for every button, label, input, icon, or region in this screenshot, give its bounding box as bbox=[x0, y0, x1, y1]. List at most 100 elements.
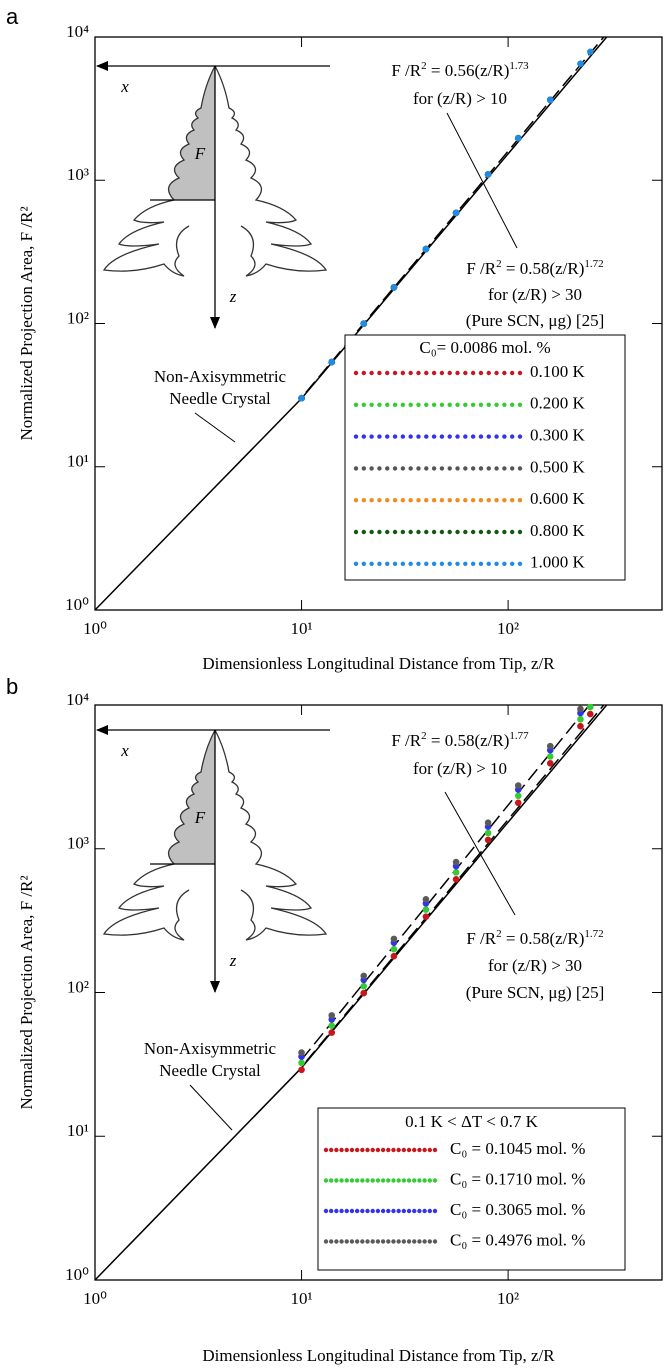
legend-swatch bbox=[416, 370, 421, 376]
legend-swatch bbox=[455, 434, 460, 439]
legend-swatch bbox=[353, 498, 359, 503]
data-point bbox=[484, 171, 492, 178]
data-point bbox=[452, 858, 460, 866]
x-tick-label: 10⁰ bbox=[83, 619, 107, 638]
legend-swatch bbox=[360, 1147, 365, 1153]
data-point bbox=[298, 1059, 305, 1067]
legend-swatch bbox=[408, 370, 413, 376]
legend-swatch bbox=[353, 529, 359, 535]
legend-swatch bbox=[391, 1208, 396, 1214]
legend-swatch bbox=[502, 434, 507, 439]
legend-swatch bbox=[470, 434, 476, 439]
legend-swatch bbox=[455, 498, 460, 503]
legend-swatch bbox=[486, 529, 491, 535]
legend-label: 0.500 K bbox=[530, 457, 586, 476]
legend-swatch bbox=[377, 529, 382, 535]
legend-swatch bbox=[408, 561, 413, 566]
legend-swatch bbox=[370, 1178, 375, 1183]
legend-swatch bbox=[400, 466, 406, 471]
legend-swatch bbox=[380, 1208, 386, 1214]
legend-swatch bbox=[463, 370, 468, 376]
legend-swatch bbox=[401, 1147, 407, 1153]
legend-swatch bbox=[377, 466, 382, 471]
annotation-part: for (z/R) > 30 bbox=[488, 956, 582, 975]
annotation-part: 1.72 bbox=[584, 258, 603, 270]
legend-swatch bbox=[377, 498, 382, 503]
legend-swatch bbox=[353, 402, 359, 407]
legend-swatch bbox=[406, 1239, 412, 1244]
legend-swatch bbox=[323, 1239, 329, 1244]
legend-swatch bbox=[439, 529, 445, 535]
legend-swatch bbox=[494, 529, 499, 535]
legend-swatch bbox=[375, 1239, 381, 1244]
annotation-part: F /R bbox=[391, 731, 421, 750]
x-tick-label: 10¹ bbox=[290, 619, 312, 638]
legend-swatch bbox=[455, 402, 460, 407]
legend-swatch bbox=[517, 370, 523, 376]
legend-swatch bbox=[432, 1147, 438, 1153]
legend-swatch bbox=[385, 434, 390, 439]
legend-swatch bbox=[392, 370, 398, 376]
data-point bbox=[360, 320, 368, 327]
annotation-part: Non-Axisymmetric bbox=[144, 1039, 277, 1058]
legend-swatch bbox=[502, 466, 507, 471]
legend-swatch bbox=[396, 1147, 401, 1153]
data-point bbox=[514, 134, 522, 142]
legend-swatch bbox=[391, 1178, 396, 1183]
legend-swatch bbox=[370, 1147, 375, 1153]
legend-swatch bbox=[417, 1239, 422, 1244]
dendrite-sketch bbox=[97, 730, 330, 992]
legend-swatch bbox=[360, 1208, 365, 1214]
legend-swatch bbox=[349, 1178, 355, 1183]
legend-swatch bbox=[400, 434, 406, 439]
legend-swatch bbox=[431, 434, 437, 439]
legend-swatch bbox=[486, 434, 491, 439]
data-point bbox=[586, 710, 594, 718]
legend-swatch bbox=[401, 1178, 407, 1183]
legend-swatch bbox=[494, 370, 499, 376]
annotation: F /R2 = 0.58(z/R)1.77 bbox=[391, 730, 529, 750]
legend-swatch bbox=[439, 370, 445, 376]
annotation: (Pure SCN, μg) [25] bbox=[466, 983, 605, 1002]
annotation-part: = 0.58(z/R) bbox=[502, 259, 585, 278]
legend-swatch bbox=[424, 434, 429, 439]
legend-box bbox=[317, 1107, 626, 1271]
annotation-part: 2 bbox=[496, 928, 502, 940]
legend-swatch bbox=[406, 1208, 412, 1214]
legend-swatch bbox=[401, 1239, 407, 1244]
annotation-part: for (z/R) > 10 bbox=[413, 89, 507, 108]
legend-swatch bbox=[517, 561, 523, 566]
y-tick-label: 10¹ bbox=[67, 1121, 89, 1140]
legend-swatch bbox=[353, 434, 359, 439]
data-point bbox=[328, 1012, 336, 1019]
legend-swatch bbox=[470, 370, 476, 376]
legend-swatch bbox=[412, 1208, 417, 1214]
y-axis-label: Normalized Projection Area, F /R² bbox=[17, 875, 36, 1109]
legend-swatch bbox=[391, 1239, 396, 1244]
legend-label: C₀ = 0.1045 mol. % bbox=[450, 1139, 585, 1158]
annotation-part: 2 bbox=[421, 60, 427, 72]
legend-swatch bbox=[412, 1239, 417, 1244]
leader-line bbox=[446, 112, 518, 249]
legend-swatch bbox=[361, 370, 367, 376]
legend-swatch bbox=[408, 402, 413, 407]
legend-swatch bbox=[375, 1178, 381, 1183]
legend-swatch bbox=[417, 1208, 422, 1214]
data-point bbox=[298, 1066, 305, 1074]
data-point bbox=[422, 913, 430, 920]
legend-label: 0.800 K bbox=[530, 521, 586, 540]
x-tick-label: 10² bbox=[497, 1289, 519, 1308]
legend-swatch bbox=[392, 402, 398, 407]
x-tick-label: 10¹ bbox=[290, 1289, 312, 1308]
legend-swatch bbox=[417, 1147, 422, 1153]
inset-label: F bbox=[194, 808, 206, 827]
legend-swatch bbox=[386, 1178, 391, 1183]
data-point bbox=[586, 48, 594, 56]
legend-swatch bbox=[354, 1178, 360, 1183]
legend-swatch bbox=[328, 1178, 334, 1183]
legend-swatch bbox=[354, 1239, 360, 1244]
legend-swatch bbox=[385, 402, 390, 407]
data-point bbox=[452, 876, 460, 883]
legend-swatch bbox=[365, 1147, 370, 1153]
legend-swatch bbox=[509, 434, 515, 439]
